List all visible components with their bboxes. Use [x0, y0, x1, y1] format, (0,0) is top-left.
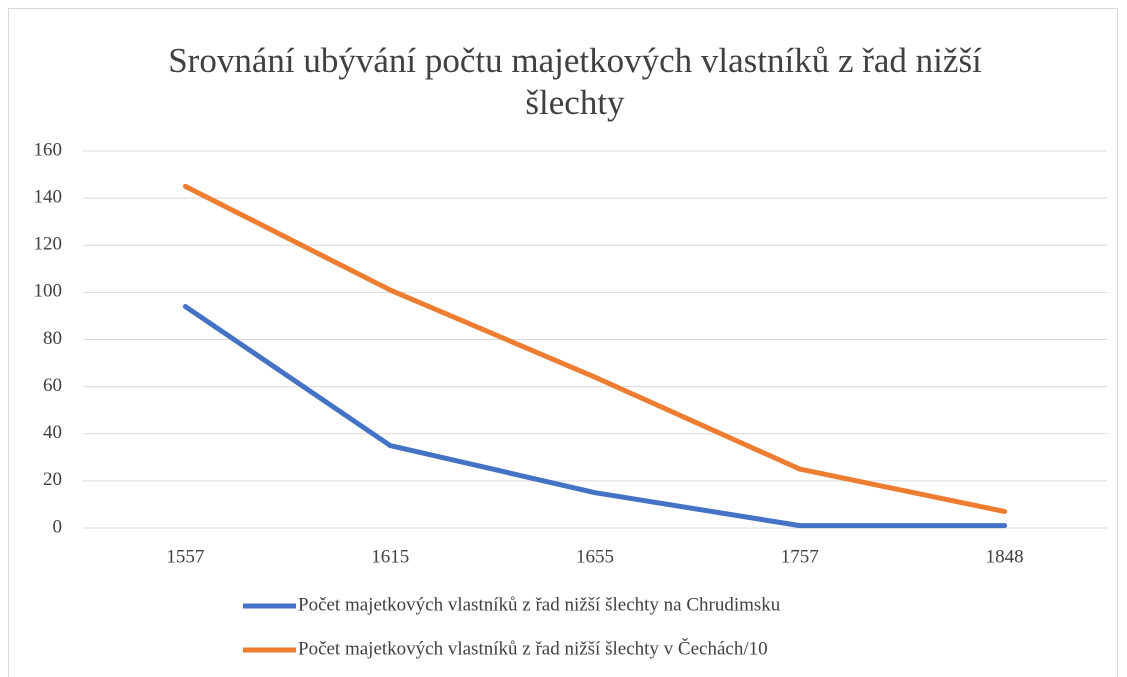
legend-label: Počet majetkových vlastníků z řad nižší … [298, 594, 781, 615]
x-tick-label: 1615 [371, 546, 409, 567]
line-series [182, 304, 1008, 529]
chart-title: Srovnání ubývání počtu majetkových vlast… [168, 41, 982, 122]
y-tick-label: 100 [34, 281, 63, 302]
x-tick-label: 1655 [576, 546, 614, 567]
y-tick-label: 80 [43, 328, 62, 349]
y-tick-label: 0 [53, 516, 63, 537]
chart-frame [8, 8, 1118, 677]
legend-label: Počet majetkových vlastníků z řad nižší … [298, 637, 768, 659]
y-tick-label: 160 [34, 139, 63, 160]
line-series [182, 183, 1008, 515]
y-tick-label: 60 [43, 375, 62, 396]
y-tick-label: 140 [34, 186, 63, 207]
x-tick-label: 1557 [166, 546, 204, 567]
y-tick-label: 20 [43, 469, 62, 490]
y-tick-label: 40 [43, 422, 62, 443]
x-tick-label: 1757 [781, 546, 819, 567]
x-tick-label: 1848 [986, 546, 1024, 567]
y-tick-label: 120 [34, 234, 63, 255]
